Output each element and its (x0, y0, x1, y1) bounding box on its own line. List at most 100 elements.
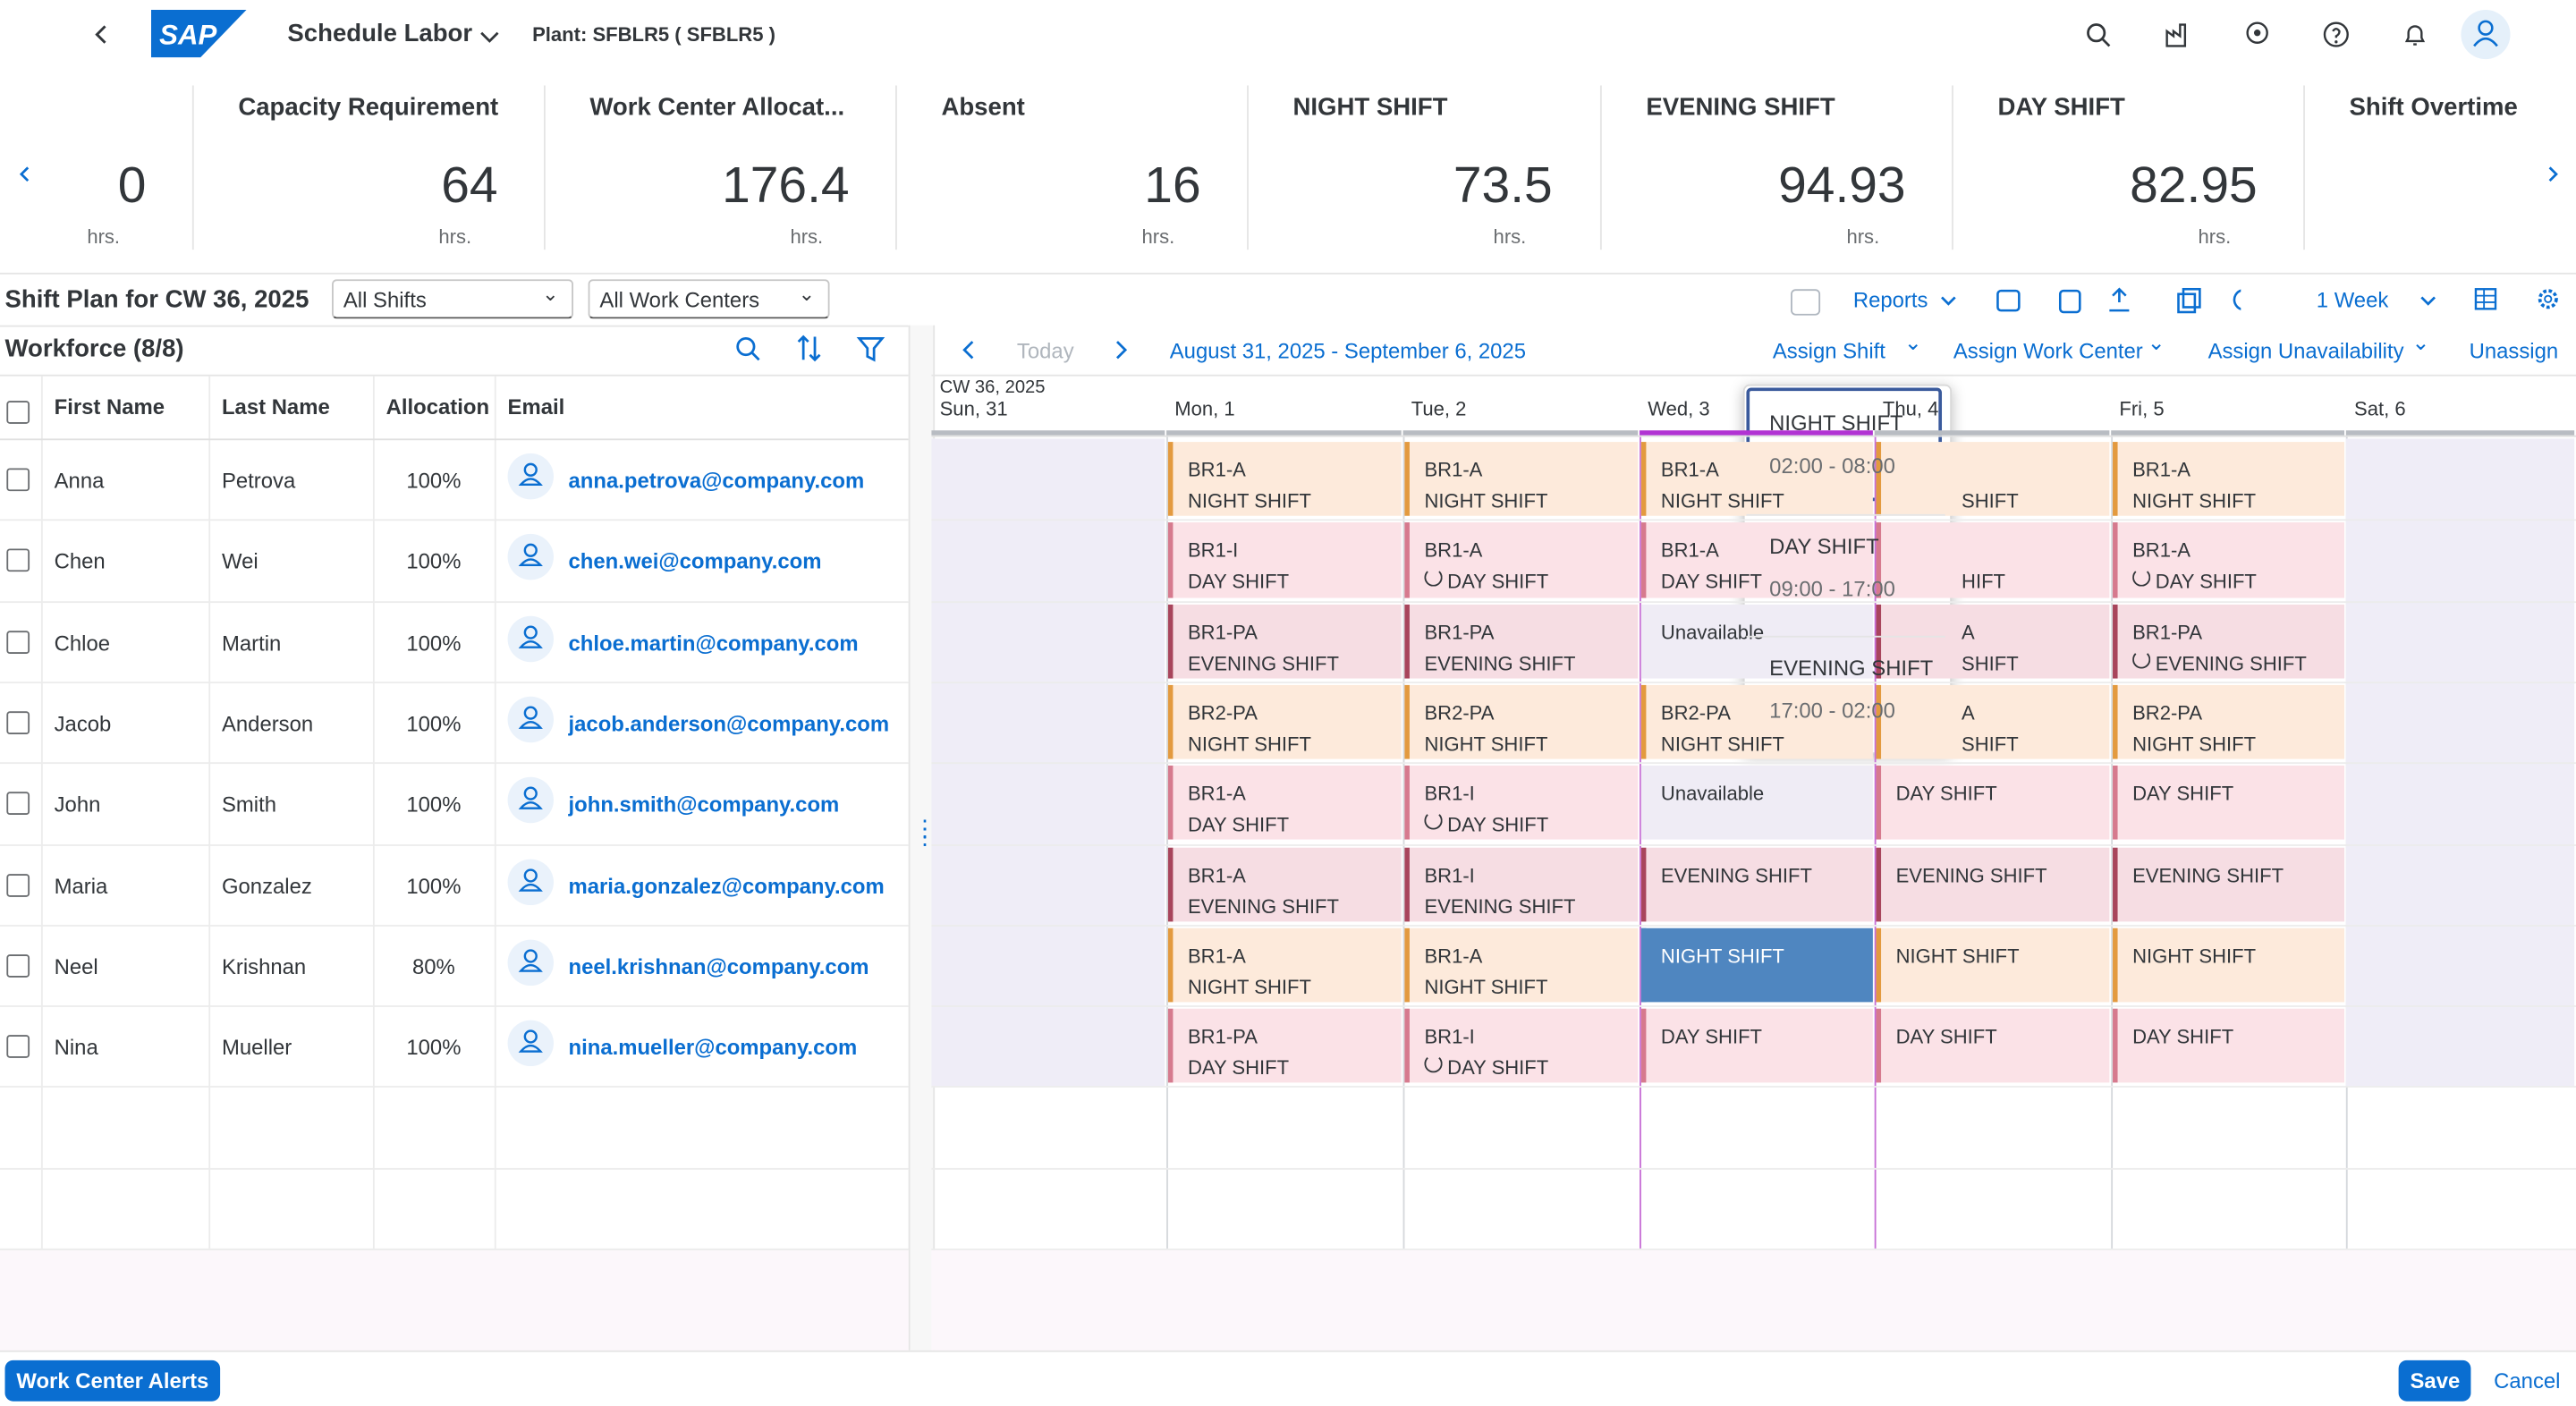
email[interactable]: neel.krishnan@company.com (568, 953, 869, 979)
shift-cell[interactable]: DAY SHIFT (1876, 1008, 2110, 1084)
reports-arrow[interactable] (1936, 287, 1962, 313)
shift-cell[interactable]: BR1-A NIGHT SHIFT (1404, 442, 1639, 517)
option-name[interactable]: EVENING SHIFT (1769, 655, 1934, 681)
shift-cell[interactable]: Unavailable (1640, 766, 1873, 841)
notifications-icon[interactable] (2402, 21, 2428, 47)
shift-cell[interactable]: BR1-PA DAY SHIFT (1167, 1008, 1402, 1084)
calendar-action[interactable]: Assign Work Center (1953, 338, 2143, 363)
kpi-title[interactable]: Absent (941, 93, 1025, 122)
row-checkbox[interactable] (6, 1035, 30, 1059)
row-checkbox[interactable] (6, 549, 30, 572)
column-header[interactable]: First Name (54, 394, 165, 419)
back-button[interactable] (89, 21, 114, 47)
settings-icon[interactable] (2535, 286, 2561, 312)
shift-cell[interactable]: BR1-A DAY SHIFT (1404, 522, 1639, 597)
next-week[interactable] (1107, 337, 1133, 363)
shift-cell[interactable]: BR1-A NIGHT SHIFT (1404, 927, 1639, 1003)
shift-cell[interactable]: BR1-I DAY SHIFT (1404, 1008, 1639, 1084)
shift-cell[interactable]: NIGHT SHIFT (1640, 927, 1873, 1003)
shift-cell[interactable]: BR1-PA EVENING SHIFT (1404, 604, 1639, 679)
shift-cell[interactable]: BR1-A DAY SHIFT (2113, 522, 2345, 597)
shift-cell[interactable]: DAY SHIFT (1876, 766, 2110, 841)
option-time[interactable]: 17:00 - 02:00 (1769, 698, 1895, 724)
calendar-icon[interactable] (1791, 289, 1821, 316)
app-title[interactable]: Schedule Labor (287, 20, 473, 48)
option-name[interactable]: DAY SHIFT (1769, 533, 1879, 558)
shift-cell[interactable]: DAY SHIFT (2113, 1008, 2345, 1084)
shift-cell[interactable]: BR2-PA NIGHT SHIFT (1167, 684, 1402, 759)
option-time[interactable]: 02:00 - 08:00 (1769, 453, 1895, 479)
kpi-next[interactable] (2540, 161, 2566, 187)
shift-cell[interactable]: EVENING SHIFT (2113, 846, 2345, 922)
calendar-action[interactable]: Assign Shift (1772, 338, 1885, 363)
shift-cell[interactable]: BR1-A NIGHT SHIFT (1167, 442, 1402, 517)
shift-cell[interactable]: BR1-I DAY SHIFT (1404, 766, 1639, 841)
column-header[interactable]: Allocation (386, 394, 490, 419)
shift-cell[interactable]: BR1-I EVENING SHIFT (1404, 846, 1639, 922)
shift-cell[interactable]: BR1-A NIGHT SHIFT (1167, 927, 1402, 1003)
workforce-tools[interactable] (733, 334, 897, 363)
period-button[interactable]: 1 Week (2316, 287, 2389, 312)
help-icon[interactable] (2323, 21, 2349, 47)
shift-cell[interactable]: BR2-PA NIGHT SHIFT (1640, 684, 1873, 759)
shift-cell[interactable]: BR1-A EVENING SHIFT (1167, 846, 1402, 922)
shift-cell[interactable]: BR1-A NIGHT SHIFT (1640, 442, 1873, 517)
email[interactable]: jacob.anderson@company.com (568, 711, 890, 736)
shift-cell[interactable]: BR1-PA EVENING SHIFT (2113, 604, 2345, 679)
alerts-button[interactable]: Work Center Alerts (4, 1359, 221, 1402)
kpi-title[interactable]: EVENING SHIFT (1646, 93, 1835, 122)
kpi-title[interactable]: Capacity Requirement (238, 93, 499, 122)
shift-cell[interactable]: SHIFT (1876, 442, 2110, 517)
option-name[interactable]: NIGHT SHIFT (1769, 411, 1903, 436)
email[interactable]: anna.petrova@company.com (568, 468, 865, 494)
email[interactable]: chloe.martin@company.com (568, 630, 859, 656)
date-range[interactable]: August 31, 2025 - September 6, 2025 (1169, 338, 1527, 363)
row-checkbox[interactable] (6, 953, 30, 978)
shift-cell[interactable]: A SHIFT (1876, 604, 2110, 679)
kpi-title[interactable]: Work Center Allocat... (589, 93, 845, 122)
calendar-action[interactable]: Assign Unavailability (2207, 338, 2404, 363)
shift-cell[interactable]: EVENING SHIFT (1640, 846, 1873, 922)
filter-select[interactable]: All Shifts ⌄ (332, 279, 574, 319)
column-header[interactable]: Email (507, 394, 565, 419)
period-arrow[interactable] (2415, 287, 2441, 313)
search-icon[interactable] (2085, 21, 2111, 47)
row-checkbox[interactable] (6, 873, 30, 896)
shift-cell[interactable]: A SHIFT (1876, 684, 2110, 759)
shift-cell[interactable]: HIFT (1876, 522, 2110, 597)
email[interactable]: maria.gonzalez@company.com (568, 873, 885, 898)
shift-cell[interactable]: DAY SHIFT (1640, 1008, 1873, 1084)
row-checkbox[interactable] (6, 792, 30, 816)
row-checkbox[interactable] (6, 630, 30, 654)
shift-cell[interactable]: BR1-A DAY SHIFT (1640, 522, 1873, 597)
calendar-action[interactable]: Unassign (2469, 338, 2559, 363)
shift-cell[interactable]: BR2-PA NIGHT SHIFT (2113, 684, 2345, 759)
filter-select[interactable]: All Work Centers ⌄ (588, 279, 830, 319)
shift-cell[interactable]: BR2-PA NIGHT SHIFT (1404, 684, 1639, 759)
shift-cell[interactable]: BR1-I DAY SHIFT (1167, 522, 1402, 597)
chat-icon[interactable] (2244, 21, 2270, 47)
email[interactable]: john.smith@company.com (568, 792, 840, 817)
shift-cell[interactable]: Unavailable (1640, 604, 1873, 679)
shift-cell[interactable]: BR1-PA EVENING SHIFT (1167, 604, 1402, 679)
plant-icon[interactable] (2165, 21, 2191, 47)
shift-cell[interactable]: BR1-A NIGHT SHIFT (2113, 442, 2345, 517)
avatar[interactable] (2460, 8, 2512, 61)
shift-cell[interactable]: NIGHT SHIFT (2113, 927, 2345, 1003)
shift-cell[interactable]: BR1-A DAY SHIFT (1167, 766, 1402, 841)
option-time[interactable]: 09:00 - 17:00 (1769, 575, 1895, 601)
save-button[interactable]: Save (2398, 1359, 2472, 1402)
email[interactable]: nina.mueller@company.com (568, 1035, 858, 1060)
row-checkbox[interactable] (6, 711, 30, 734)
reports-button[interactable]: Reports (1852, 287, 1928, 312)
cancel-button[interactable]: Cancel (2494, 1368, 2561, 1393)
shift-cell[interactable]: EVENING SHIFT (1876, 846, 2110, 922)
kpi-prev[interactable] (12, 161, 38, 187)
title-dropdown[interactable] (477, 23, 503, 49)
header-checkbox[interactable] (6, 401, 30, 424)
shift-cell[interactable]: DAY SHIFT (2113, 766, 2345, 841)
kpi-title[interactable]: NIGHT SHIFT (1292, 93, 1448, 122)
prev-week[interactable] (956, 337, 982, 363)
kpi-title[interactable]: DAY SHIFT (1997, 93, 2125, 122)
shift-cell[interactable]: NIGHT SHIFT (1876, 927, 2110, 1003)
